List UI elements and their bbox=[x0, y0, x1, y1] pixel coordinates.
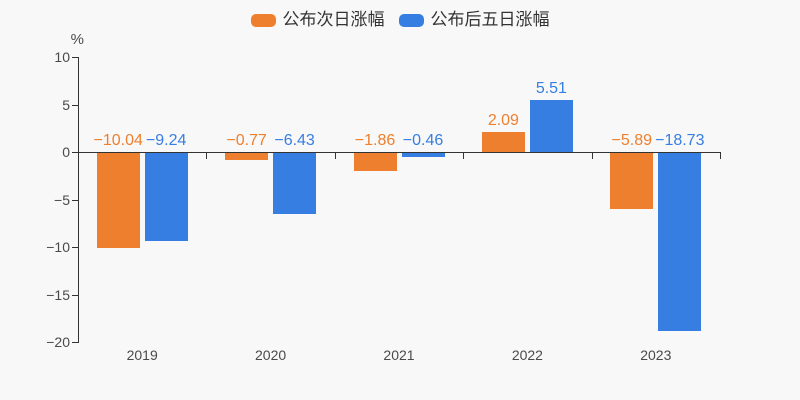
x-axis-category-label: 2021 bbox=[383, 347, 415, 363]
bar-公布次日涨幅-2020 bbox=[225, 153, 269, 161]
y-axis-tick-label: −20 bbox=[46, 334, 70, 350]
bar-公布次日涨幅-2022 bbox=[481, 132, 525, 152]
x-axis-category-label: 2022 bbox=[511, 347, 543, 363]
x-axis-tick bbox=[206, 152, 208, 159]
bar-公布次日涨幅-2021 bbox=[353, 153, 397, 171]
y-axis-tick bbox=[72, 342, 78, 343]
y-axis-tick bbox=[72, 294, 78, 296]
x-axis-category-label: 2023 bbox=[640, 347, 672, 363]
value-label-公布次日涨幅-2019: −10.04 bbox=[93, 132, 143, 149]
x-axis-category-label: 2019 bbox=[126, 347, 158, 363]
bar-公布后五日涨幅-2019 bbox=[144, 153, 188, 241]
y-axis-line bbox=[78, 57, 79, 343]
value-label-公布后五日涨幅-2022: 5.51 bbox=[535, 79, 567, 97]
value-label-公布次日涨幅-2023: −5.89 bbox=[611, 132, 653, 149]
legend-item-label: 公布后五日涨幅 bbox=[430, 10, 550, 29]
y-axis-tick-label: 5 bbox=[62, 96, 70, 113]
y-axis-tick bbox=[72, 199, 78, 201]
legend-item-0[interactable]: 公布次日涨幅 bbox=[250, 10, 385, 30]
bar-公布次日涨幅-2023 bbox=[610, 153, 654, 209]
value-label-公布次日涨幅-2021: −1.86 bbox=[354, 132, 396, 149]
value-label-公布次日涨幅-2022: 2.09 bbox=[487, 112, 519, 130]
value-label-公布后五日涨幅-2020: −6.43 bbox=[274, 132, 315, 149]
value-label-公布后五日涨幅-2023: −18.73 bbox=[655, 132, 705, 149]
x-axis-tick bbox=[720, 152, 721, 159]
y-axis-tick bbox=[72, 104, 78, 106]
x-axis-line bbox=[78, 152, 721, 153]
y-axis-unit-label: % bbox=[70, 31, 84, 48]
y-axis-tick-label: −10 bbox=[46, 239, 70, 255]
bar-公布后五日涨幅-2021 bbox=[401, 153, 445, 158]
value-label-公布后五日涨幅-2019: −9.24 bbox=[145, 132, 187, 149]
y-axis-tick-label: −5 bbox=[54, 191, 70, 208]
y-axis-tick bbox=[72, 247, 78, 248]
y-axis-tick-label: 0 bbox=[62, 144, 70, 160]
legend-item-1[interactable]: 公布后五日涨幅 bbox=[398, 10, 550, 30]
bar-公布后五日涨幅-2023 bbox=[658, 153, 702, 331]
legend-swatch-icon bbox=[250, 13, 276, 27]
y-axis-tick bbox=[72, 152, 78, 153]
value-label-公布次日涨幅-2020: −0.77 bbox=[226, 132, 267, 149]
legend: 公布次日涨幅 公布后五日涨幅 bbox=[0, 9, 800, 31]
x-axis-tick bbox=[591, 152, 593, 159]
legend-item-label: 公布次日涨幅 bbox=[282, 10, 385, 29]
bar-公布后五日涨幅-2022 bbox=[529, 99, 573, 152]
bar-公布次日涨幅-2019 bbox=[96, 153, 140, 249]
bar-公布后五日涨幅-2020 bbox=[273, 153, 317, 215]
x-axis-tick bbox=[463, 152, 465, 159]
value-label-公布后五日涨幅-2021: −0.46 bbox=[402, 132, 444, 149]
legend-swatch-icon bbox=[398, 13, 424, 27]
y-axis-tick bbox=[72, 57, 78, 58]
x-axis-tick bbox=[334, 152, 336, 159]
y-axis-tick-label: 10 bbox=[54, 49, 70, 65]
x-axis-category-label: 2020 bbox=[255, 347, 287, 363]
y-axis-tick-label: −15 bbox=[46, 286, 70, 303]
